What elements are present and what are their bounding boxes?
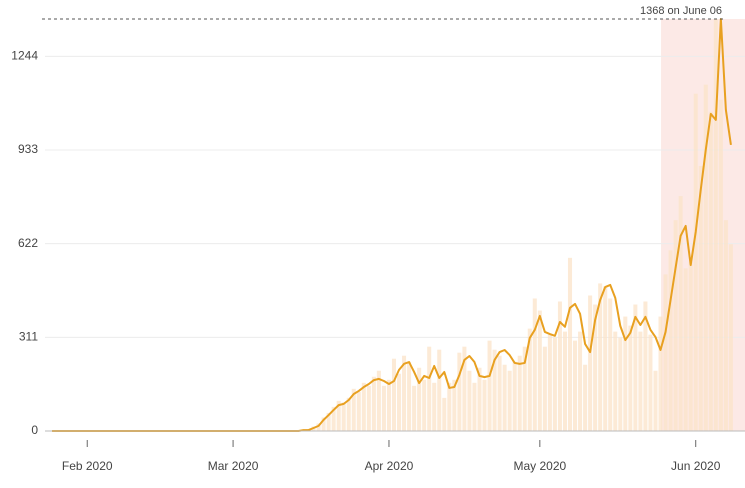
bar [547, 334, 552, 431]
bar [402, 355, 407, 431]
bar [593, 304, 598, 431]
bar [492, 349, 497, 431]
x-tick-label: Feb 2020 [62, 459, 113, 473]
bar [437, 349, 442, 431]
bar [567, 257, 573, 431]
bar [683, 268, 688, 431]
x-tick-label: May 2020 [513, 459, 566, 473]
bar [603, 286, 608, 431]
bar [462, 346, 467, 431]
bar [371, 376, 376, 431]
bar [678, 196, 683, 431]
bar [608, 298, 613, 431]
bar [573, 340, 578, 431]
bar [598, 283, 603, 431]
bar [391, 358, 397, 431]
x-tick-label: Mar 2020 [208, 459, 259, 473]
bar [502, 364, 507, 431]
bar [346, 397, 351, 431]
bar [668, 250, 673, 431]
y-tick-label: 1244 [11, 49, 38, 63]
bar [643, 301, 648, 431]
bar [417, 367, 422, 431]
bar [447, 382, 452, 431]
bar [321, 417, 326, 431]
bar [407, 361, 412, 431]
bar [427, 346, 432, 431]
bar [633, 304, 638, 431]
bar [477, 367, 482, 431]
bar [487, 340, 492, 431]
bar [532, 298, 537, 431]
y-tick-label: 0 [31, 423, 38, 437]
bar [522, 346, 527, 431]
bar [497, 355, 502, 431]
bar [482, 379, 487, 431]
y-tick-label: 311 [19, 330, 38, 344]
bar [361, 382, 366, 431]
bar [708, 111, 713, 432]
x-tick-label: Jun 2020 [671, 459, 721, 473]
bar [386, 379, 391, 431]
bar [512, 361, 517, 431]
bar [331, 406, 336, 431]
bar [557, 301, 562, 431]
bar [381, 385, 386, 431]
bar [623, 316, 628, 431]
bar [578, 331, 583, 431]
bar [583, 364, 588, 431]
bar [432, 382, 437, 431]
bar [527, 328, 532, 431]
bar [673, 220, 678, 431]
bar [507, 370, 512, 431]
bar [422, 379, 427, 431]
bar [467, 370, 472, 431]
bar [326, 412, 331, 431]
bar [316, 423, 321, 431]
bar [728, 244, 733, 431]
bar [653, 370, 658, 431]
y-tick-label: 933 [18, 142, 38, 156]
bar [336, 400, 341, 431]
bar [562, 331, 567, 431]
bar [658, 316, 663, 431]
bar [638, 331, 643, 431]
bar [588, 295, 593, 431]
bar [663, 274, 668, 431]
bar [723, 220, 728, 431]
bar [542, 346, 547, 431]
bar [517, 355, 522, 431]
bar [376, 370, 381, 431]
bar [552, 337, 557, 431]
bar [457, 352, 462, 431]
bar [703, 84, 708, 431]
bar [366, 385, 371, 431]
bar [397, 373, 402, 431]
bar [693, 93, 698, 431]
bar [648, 334, 653, 431]
bar [472, 382, 477, 431]
bar [698, 165, 703, 431]
bar [537, 310, 542, 431]
bar [628, 325, 633, 431]
bar [713, 19, 718, 431]
bar [452, 379, 457, 431]
annotation: 1368 on June 06 [640, 5, 722, 17]
bar [412, 385, 417, 431]
y-tick-label: 622 [18, 236, 38, 250]
bar [718, 99, 723, 432]
bar [442, 397, 447, 431]
bar [351, 388, 356, 431]
bar [341, 402, 346, 431]
bar [613, 331, 618, 431]
bar [618, 337, 623, 431]
bar [356, 391, 361, 431]
x-tick-label: Apr 2020 [365, 459, 414, 473]
bar [688, 262, 693, 431]
